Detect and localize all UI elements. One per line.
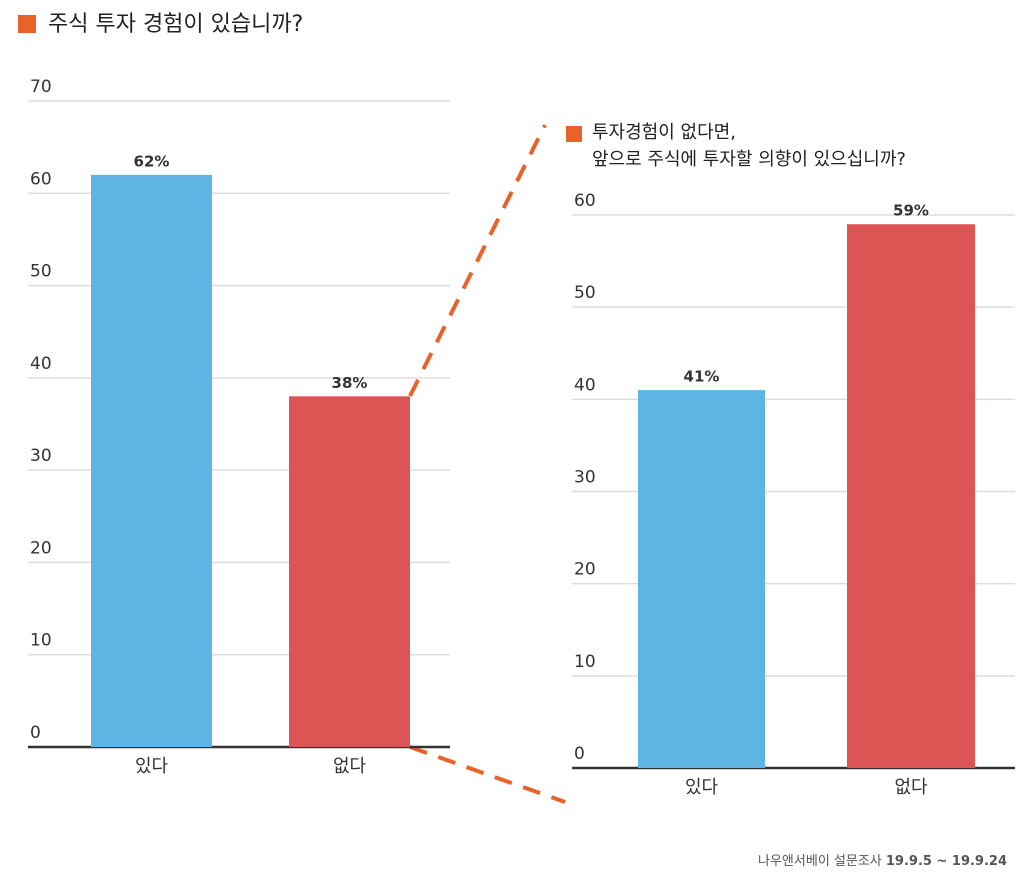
connector [408, 124, 547, 397]
value-label: 62% [134, 152, 170, 170]
y-tick-label: 10 [30, 631, 52, 651]
value-label: 59% [893, 202, 929, 220]
chart-title: 주식 투자 경험이 있습니까? [48, 12, 304, 37]
title-marker [18, 15, 36, 33]
source-name: 나우앤서베이 설문조사 [758, 854, 882, 869]
bar [638, 390, 765, 768]
chart-title: 투자경험이 없다면, 앞으로 주식에 투자할 의향이 있으십니까? [592, 122, 906, 170]
value-label: 41% [684, 368, 720, 386]
y-tick-label: 20 [30, 538, 52, 558]
y-tick-label: 50 [30, 262, 52, 282]
y-tick-label: 70 [30, 77, 52, 97]
bar [91, 174, 212, 748]
y-tick-label: 40 [30, 354, 52, 374]
y-tick-label: 10 [574, 652, 596, 672]
source: 나우앤서베이 설문조사 19.9.5 ~ 19.9.24 [758, 850, 1007, 869]
source-period: 19.9.5 ~ 19.9.24 [885, 854, 1007, 869]
title-marker [566, 126, 582, 142]
y-tick-label: 0 [574, 744, 585, 764]
y-tick-label: 50 [574, 283, 596, 303]
bar [289, 396, 410, 747]
x-tick-label: 있다 [685, 777, 719, 798]
x-tick-label: 있다 [135, 756, 169, 777]
connector [409, 745, 566, 804]
y-tick-label: 30 [30, 446, 52, 466]
y-tick-label: 0 [30, 723, 41, 743]
y-tick-label: 60 [30, 169, 52, 189]
bar [847, 224, 975, 768]
x-tick-label: 없다 [333, 756, 367, 777]
y-tick-label: 40 [574, 375, 596, 395]
y-tick-label: 20 [574, 560, 596, 580]
y-tick-label: 60 [574, 191, 596, 211]
y-tick-label: 30 [574, 468, 596, 488]
value-label: 38% [332, 374, 368, 392]
x-tick-label: 없다 [894, 777, 928, 798]
